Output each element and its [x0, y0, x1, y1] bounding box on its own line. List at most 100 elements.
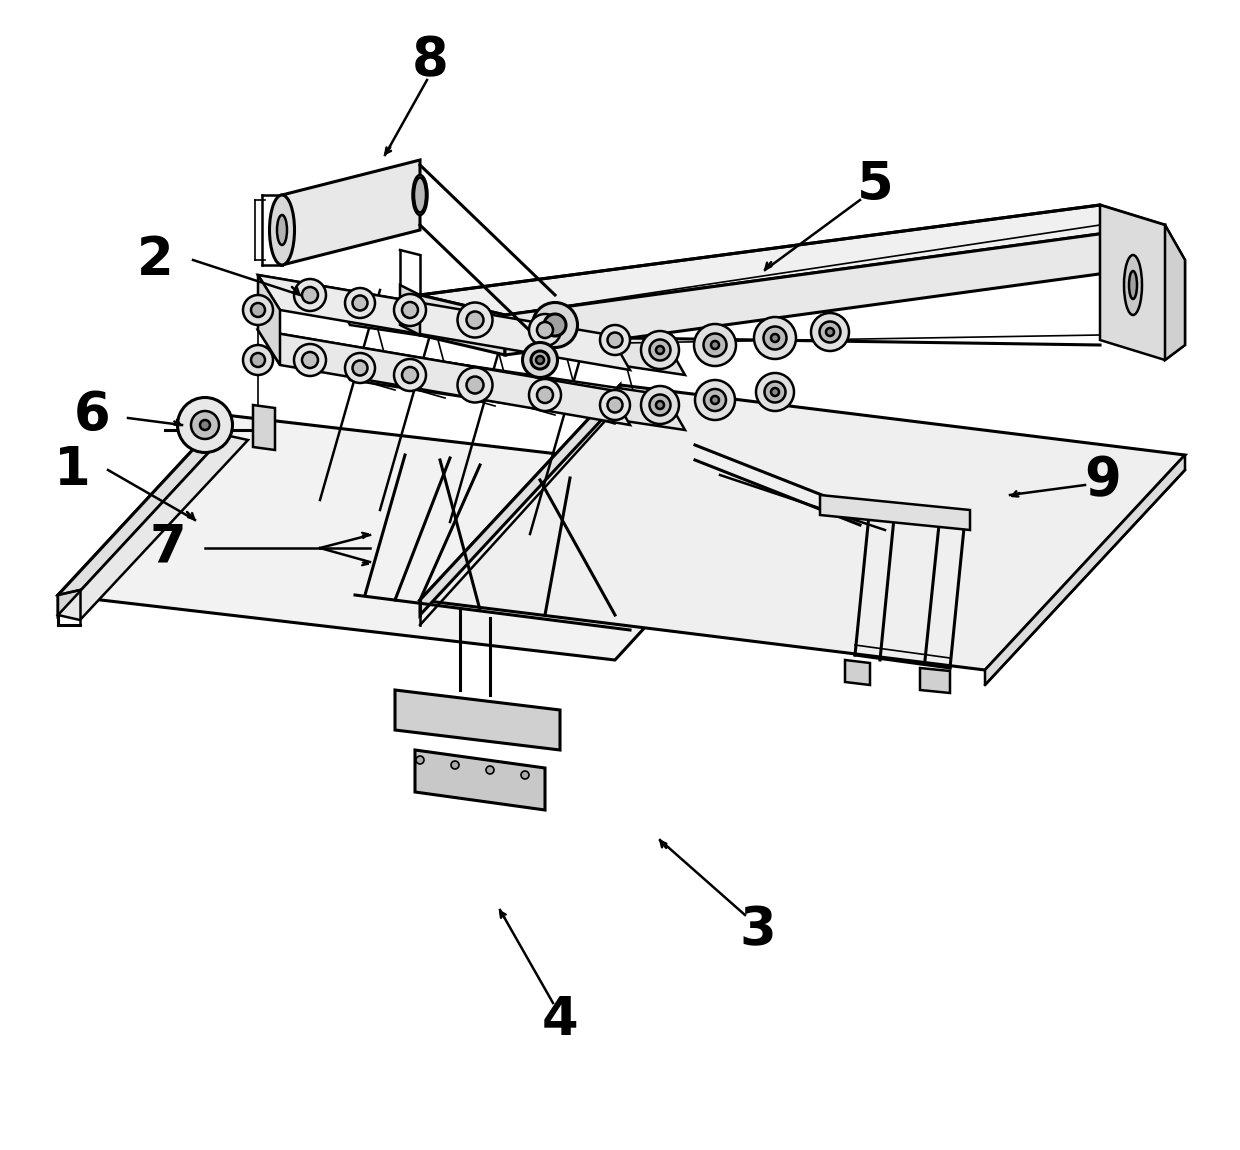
Ellipse shape [650, 339, 671, 360]
Ellipse shape [703, 334, 727, 356]
Polygon shape [420, 385, 620, 615]
Ellipse shape [402, 302, 418, 319]
Ellipse shape [641, 331, 680, 369]
Ellipse shape [277, 215, 286, 245]
Ellipse shape [608, 398, 622, 413]
Text: 7: 7 [150, 522, 186, 574]
Ellipse shape [269, 196, 295, 264]
Ellipse shape [694, 380, 735, 420]
Ellipse shape [754, 317, 796, 359]
Text: 2: 2 [136, 233, 174, 286]
Ellipse shape [458, 302, 492, 337]
Ellipse shape [394, 294, 427, 325]
Ellipse shape [544, 314, 565, 336]
Ellipse shape [200, 420, 210, 430]
Ellipse shape [466, 376, 484, 393]
Ellipse shape [765, 382, 785, 402]
Polygon shape [420, 205, 1166, 315]
Ellipse shape [191, 411, 219, 439]
Ellipse shape [656, 401, 663, 409]
Ellipse shape [771, 334, 779, 342]
Text: 4: 4 [542, 994, 578, 1046]
Ellipse shape [250, 302, 265, 317]
Polygon shape [330, 345, 684, 430]
Ellipse shape [521, 770, 529, 779]
Polygon shape [420, 385, 1185, 670]
Polygon shape [415, 750, 546, 810]
Ellipse shape [529, 380, 560, 411]
Ellipse shape [600, 325, 630, 355]
Polygon shape [258, 275, 630, 370]
Ellipse shape [451, 761, 459, 769]
Ellipse shape [352, 296, 367, 310]
Ellipse shape [345, 288, 374, 319]
Ellipse shape [303, 352, 317, 368]
Ellipse shape [413, 175, 428, 215]
Ellipse shape [1123, 255, 1142, 315]
Text: 6: 6 [73, 389, 110, 440]
Polygon shape [258, 275, 280, 365]
Polygon shape [401, 285, 420, 335]
Ellipse shape [711, 396, 719, 404]
Ellipse shape [352, 360, 367, 376]
Polygon shape [820, 494, 970, 530]
Ellipse shape [826, 328, 835, 336]
Polygon shape [420, 296, 505, 355]
Text: 5: 5 [857, 159, 893, 210]
Polygon shape [58, 435, 248, 620]
Polygon shape [253, 405, 275, 450]
Ellipse shape [345, 353, 374, 383]
Polygon shape [1100, 205, 1185, 360]
Ellipse shape [650, 394, 671, 415]
Ellipse shape [414, 177, 427, 213]
Ellipse shape [656, 346, 663, 354]
Polygon shape [58, 590, 81, 615]
Ellipse shape [694, 324, 737, 366]
Ellipse shape [531, 351, 549, 369]
Polygon shape [1166, 225, 1185, 360]
Ellipse shape [415, 756, 424, 764]
Ellipse shape [243, 345, 273, 375]
Polygon shape [396, 690, 560, 750]
Ellipse shape [600, 390, 630, 420]
Polygon shape [985, 455, 1185, 685]
Ellipse shape [402, 367, 418, 383]
Ellipse shape [294, 279, 326, 310]
Ellipse shape [177, 398, 233, 452]
Ellipse shape [522, 343, 558, 377]
Ellipse shape [820, 322, 841, 343]
Polygon shape [281, 160, 420, 264]
Text: 8: 8 [412, 34, 449, 86]
Ellipse shape [294, 344, 326, 376]
Ellipse shape [532, 302, 578, 347]
Ellipse shape [537, 322, 553, 338]
Ellipse shape [536, 356, 544, 365]
Text: 3: 3 [739, 904, 776, 956]
Ellipse shape [303, 288, 317, 302]
Ellipse shape [608, 332, 622, 347]
Ellipse shape [704, 389, 725, 411]
Text: 1: 1 [53, 444, 91, 496]
Text: 9: 9 [1085, 454, 1121, 506]
Ellipse shape [537, 388, 553, 402]
Polygon shape [258, 330, 630, 426]
Ellipse shape [250, 353, 265, 367]
Polygon shape [844, 660, 870, 685]
Ellipse shape [529, 314, 560, 346]
Ellipse shape [711, 342, 719, 348]
Ellipse shape [458, 368, 492, 402]
Polygon shape [920, 668, 950, 693]
Polygon shape [330, 290, 684, 375]
Ellipse shape [756, 373, 794, 411]
Ellipse shape [1128, 271, 1137, 299]
Polygon shape [505, 225, 1166, 355]
Ellipse shape [771, 388, 779, 396]
Ellipse shape [641, 386, 680, 424]
Ellipse shape [811, 313, 849, 351]
Ellipse shape [394, 359, 427, 391]
Ellipse shape [243, 296, 273, 325]
Polygon shape [58, 415, 224, 615]
Polygon shape [58, 415, 780, 660]
Ellipse shape [466, 312, 484, 329]
Ellipse shape [764, 327, 786, 350]
